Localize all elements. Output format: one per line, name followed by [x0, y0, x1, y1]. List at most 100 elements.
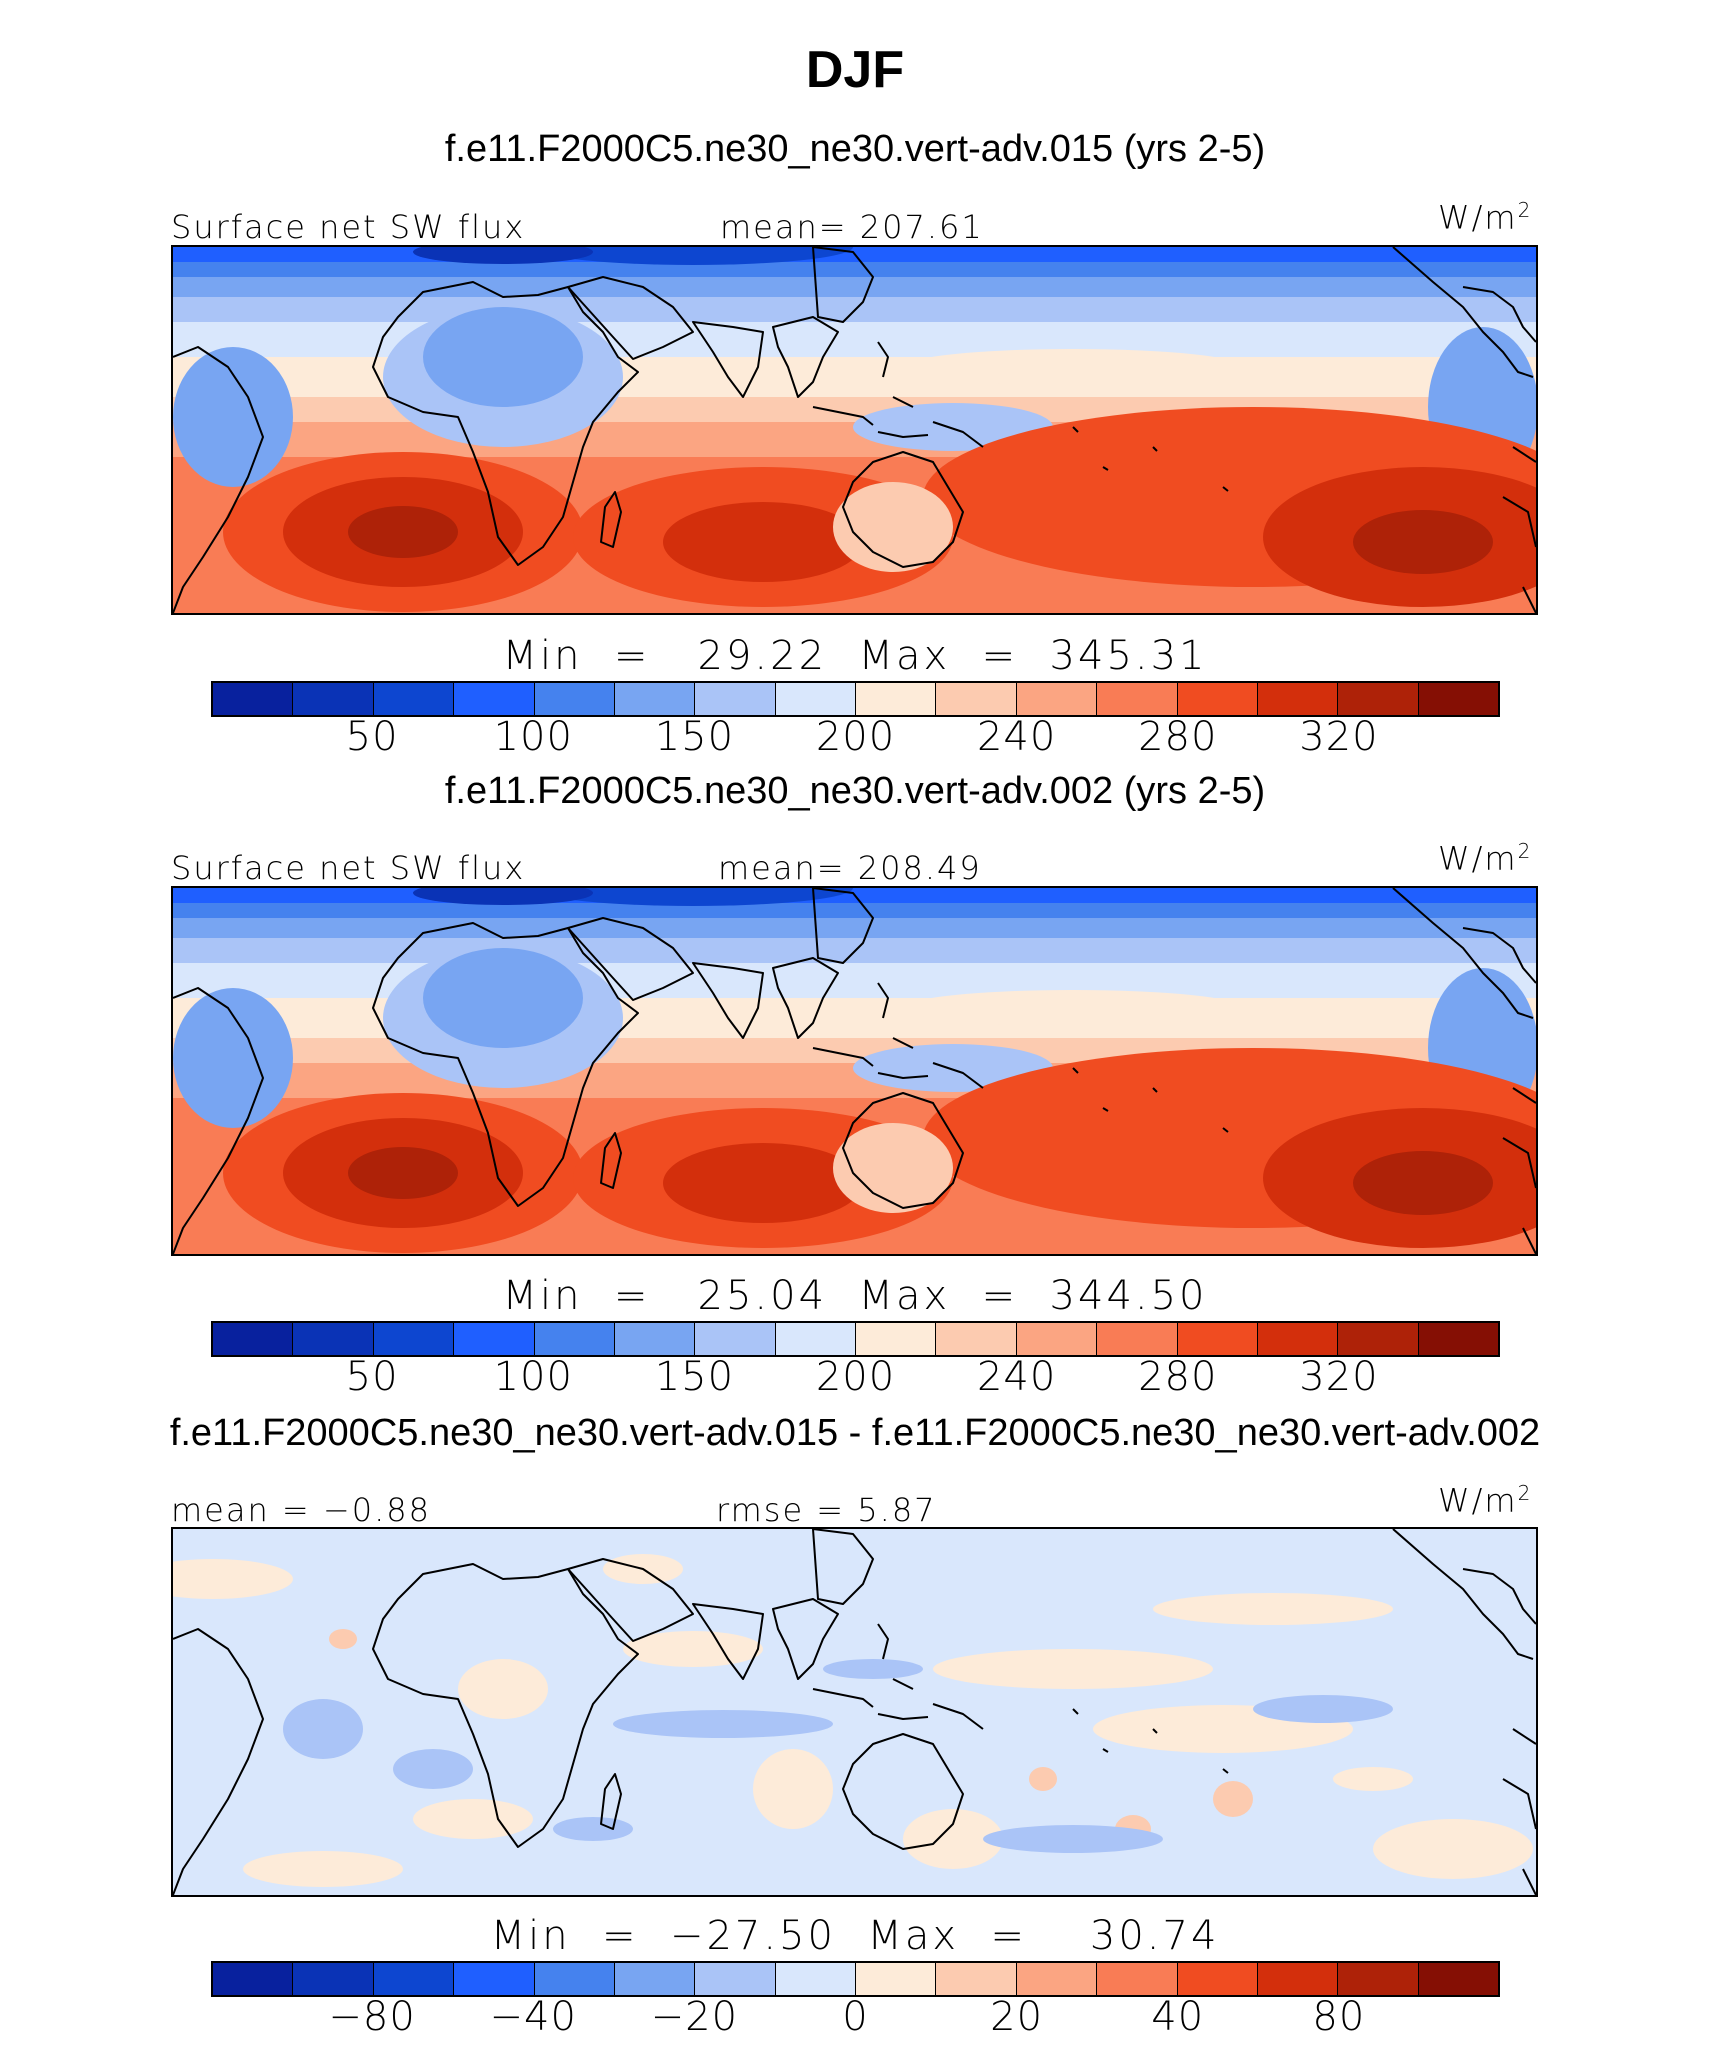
panel-2-case-title: f.e11.F2000C5.ne30_ne30.vert-adv.002 (yr… [444, 770, 1266, 812]
coastline-pacific-islands [1072, 1708, 1229, 1774]
field-contour [423, 307, 583, 407]
field-contour [423, 948, 583, 1048]
coastline-philippines [877, 982, 889, 1019]
colorbar-swatch [1338, 1963, 1419, 1995]
field-contour [533, 888, 853, 906]
colorbar-swatch [1016, 1323, 1098, 1355]
colorbar-swatch [936, 1963, 1017, 1995]
field-contour [903, 349, 1243, 385]
coastline-indonesia [812, 396, 984, 448]
colorbar-swatch [373, 683, 455, 715]
coastline-north-america [1392, 1529, 1534, 1660]
field-contour [983, 1825, 1163, 1853]
field-contour [1153, 1593, 1393, 1625]
field-contour [613, 1710, 833, 1738]
colorbar-swatch [695, 1963, 776, 1995]
colorbar-tick-label: 320 [1299, 1354, 1379, 1400]
coastline-se-asia [772, 957, 839, 1039]
field-contour [393, 1749, 473, 1789]
colorbar-swatch [1097, 683, 1178, 715]
coastline-australia [842, 1092, 964, 1209]
coastline-africa [372, 1563, 639, 1848]
field-contour [413, 1799, 533, 1839]
coastline-north-america [1392, 888, 1534, 1019]
colorbar-swatch [213, 683, 294, 715]
coastline-indonesia [812, 1678, 984, 1730]
field-contour [243, 1851, 403, 1887]
coastline-se-asia [772, 1598, 839, 1680]
coastline-south-america-east [1502, 446, 1536, 613]
panel-1-mean-label: mean= 207.61 [720, 208, 984, 246]
colorbar-swatch [1418, 683, 1498, 715]
colorbar-swatch [1338, 1323, 1419, 1355]
colorbar-swatch [1257, 1963, 1339, 1995]
coastline-east-asia [812, 1529, 874, 1605]
field-contour [833, 1123, 953, 1213]
panel-1-case-title: f.e11.F2000C5.ne30_ne30.vert-adv.015 (yr… [444, 128, 1266, 170]
panel-3-colorbar [211, 1961, 1500, 1997]
panel-1-minmax: Min = 29.22 Max = 345.31 [502, 633, 1208, 679]
coastline-south-america [173, 346, 264, 613]
panel-3-rmse-label: rmse = 5.87 [716, 1491, 937, 1529]
panel-1-map [171, 245, 1538, 615]
field-contour [823, 1659, 923, 1679]
colorbar-swatch [293, 1323, 374, 1355]
colorbar-swatch [614, 1963, 696, 1995]
colorbar-swatch [534, 1963, 615, 1995]
panel-3-map [171, 1527, 1538, 1897]
coastline-madagascar [600, 491, 622, 548]
colorbar-swatch [775, 1963, 856, 1995]
colorbar-tick-label: −80 [328, 1994, 416, 2040]
colorbar-tick-label: 40 [1151, 1994, 1205, 2040]
colorbar-tick-label: 100 [493, 1354, 573, 1400]
field-contour [833, 482, 953, 572]
colorbar-swatch [373, 1963, 455, 1995]
colorbar-swatch [695, 1323, 776, 1355]
colorbar-tick-label: −40 [489, 1994, 577, 2040]
colorbar-swatch [454, 683, 535, 715]
field-contour [329, 1629, 357, 1649]
colorbar-tick-label: 280 [1138, 714, 1218, 760]
colorbar-swatch [856, 1323, 937, 1355]
field-contour [903, 990, 1243, 1026]
panel-2-colorbar [211, 1321, 1500, 1357]
panel-1-units: W/m2 [1438, 198, 1533, 237]
colorbar-tick-label: 320 [1299, 714, 1379, 760]
field-contour [1253, 1695, 1393, 1723]
field-contour [663, 502, 863, 582]
coastline-south-america-east [1502, 1728, 1536, 1895]
colorbar-swatch [454, 1323, 535, 1355]
field-contour [753, 1749, 833, 1829]
field-contour [1029, 1767, 1057, 1791]
colorbar-tick-label: 280 [1138, 1354, 1218, 1400]
colorbar-swatch [695, 683, 776, 715]
colorbar-tick-label: 100 [493, 714, 573, 760]
colorbar-swatch [213, 1963, 294, 1995]
colorbar-swatch [856, 1963, 937, 1995]
colorbar-tick-label: −20 [650, 1994, 739, 2040]
colorbar-swatch [373, 1323, 455, 1355]
coastline-arabia [567, 917, 694, 1001]
colorbar-swatch [1338, 683, 1419, 715]
coastline-indonesia [812, 1037, 984, 1089]
coastline-central-america [1462, 927, 1536, 984]
coastline-africa [372, 281, 639, 566]
colorbar-swatch [534, 683, 615, 715]
coastline-east-asia [812, 888, 874, 964]
field-contour [1213, 1781, 1253, 1817]
colorbar-swatch [213, 1323, 294, 1355]
panel-2-map [171, 886, 1538, 1256]
field-contour [553, 1817, 633, 1841]
colorbar-tick-label: 50 [345, 714, 399, 760]
panel-1-variable-label: Surface net SW flux [171, 208, 526, 246]
field-contour [413, 247, 593, 264]
coastline-india [692, 962, 764, 1039]
colorbar-swatch [534, 1323, 615, 1355]
colorbar-swatch [293, 1963, 374, 1995]
coastline-philippines [877, 341, 889, 378]
field-contour [1353, 1151, 1493, 1215]
colorbar-swatch [775, 683, 856, 715]
coastline-south-america [173, 1628, 264, 1895]
colorbar-tick-label: 200 [815, 714, 896, 760]
panel-3-minmax: Min = −27.50 Max = 30.74 [490, 1913, 1220, 1959]
